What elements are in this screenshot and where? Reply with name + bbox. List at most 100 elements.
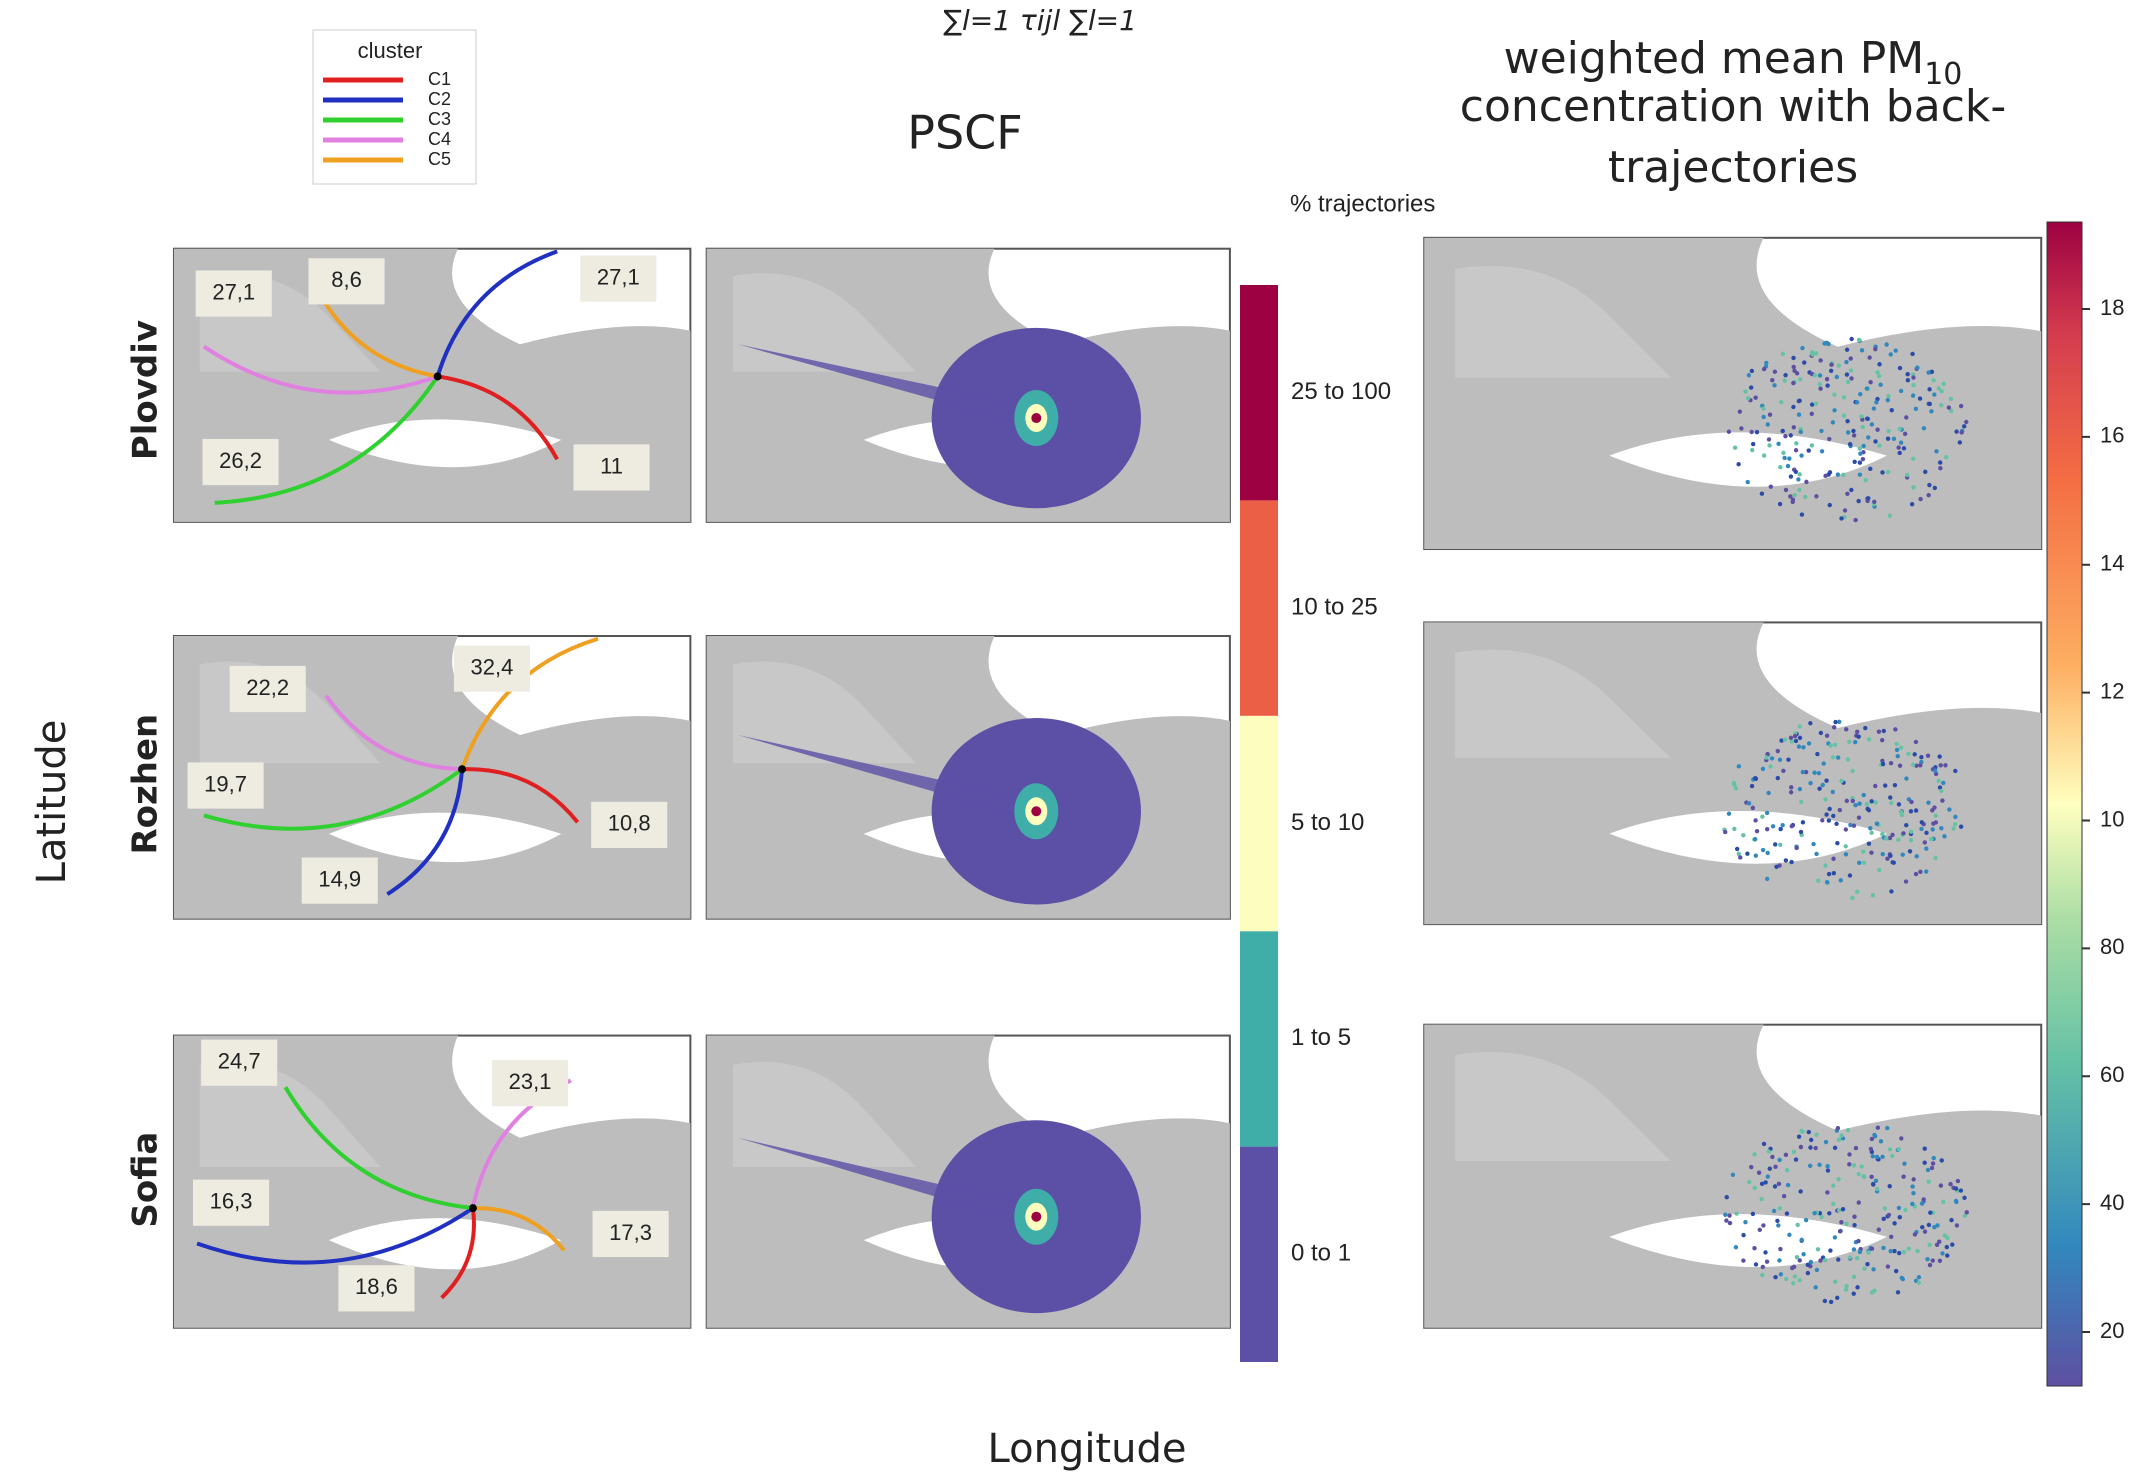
row-label: Sofia <box>126 1132 166 1228</box>
trajectory-point <box>1875 370 1879 374</box>
trajectory-point <box>1783 379 1787 383</box>
trajectory-point <box>1789 790 1793 794</box>
trajectory-point <box>1735 847 1739 851</box>
trajectory-point <box>1833 743 1837 747</box>
trajectory-point <box>1813 373 1817 377</box>
trajectory-point <box>1802 360 1806 364</box>
trajectory-point <box>1777 1182 1781 1186</box>
trajectory-point <box>1836 755 1840 759</box>
trajectory-point <box>1844 1222 1848 1226</box>
trajectory-point <box>1887 1213 1891 1217</box>
trajectory-point <box>1724 1218 1728 1222</box>
trajectory-point <box>1885 1126 1889 1130</box>
trajectory-point <box>1772 383 1776 387</box>
trajectory-point <box>1832 393 1836 397</box>
trajectory-point <box>1938 460 1942 464</box>
trajectory-point <box>1814 1133 1818 1137</box>
cluster-label: 23,1 <box>509 1069 552 1094</box>
trajectory-point <box>1889 889 1893 893</box>
trajectory-point <box>1918 497 1922 501</box>
trajectory-point <box>1869 850 1873 854</box>
trajectory-point <box>1874 400 1878 404</box>
trajectory-point <box>1873 439 1877 443</box>
trajectory-point <box>1773 370 1777 374</box>
trajectory-point <box>1761 406 1765 410</box>
trajectory-point <box>1845 419 1849 423</box>
trajectory-point <box>1818 1258 1822 1262</box>
trajectory-point <box>1953 815 1957 819</box>
trajectory-point <box>1943 763 1947 767</box>
trajectory-point <box>1782 456 1786 460</box>
trajectory-point <box>1858 472 1862 476</box>
trajectory-point <box>1808 1145 1812 1149</box>
legend-label: C5 <box>428 149 451 169</box>
trajectory-point <box>1784 488 1788 492</box>
trajectory-point <box>1909 829 1913 833</box>
trajectory-point <box>1812 1211 1816 1215</box>
trajectory-point <box>1807 1130 1811 1134</box>
trajectory-point <box>1732 827 1736 831</box>
trajectory-point <box>1888 1147 1892 1151</box>
legend-title: cluster <box>358 38 423 63</box>
trajectory-point <box>1881 852 1885 856</box>
trajectory-point <box>1877 443 1881 447</box>
trajectory-point <box>1933 486 1937 490</box>
trajectory-point <box>1747 801 1751 805</box>
trajectory-point <box>1820 818 1824 822</box>
trajectory-point <box>1813 1285 1817 1289</box>
trajectory-point <box>1836 1126 1840 1130</box>
trajectory-point <box>1867 841 1871 845</box>
trajectory-point <box>1827 818 1831 822</box>
trajectory-point <box>1911 457 1915 461</box>
trajectory-point <box>1878 383 1882 387</box>
trajectory-point <box>1930 1166 1934 1170</box>
colorbar-label: 5 to 10 <box>1291 809 1364 836</box>
trajectory-point <box>1852 1291 1856 1295</box>
trajectory-point <box>1808 781 1812 785</box>
trajectory-point <box>1858 446 1862 450</box>
trajectory-point <box>1765 811 1769 815</box>
trajectory-point <box>1894 1269 1898 1273</box>
trajectory-point <box>1932 1225 1936 1229</box>
trajectory-point <box>1827 1211 1831 1215</box>
trajectory-point <box>1789 785 1793 789</box>
trajectory-point <box>1945 1245 1949 1249</box>
row-label: Rozhen <box>126 714 166 855</box>
trajectory-point <box>1858 460 1862 464</box>
trajectory-point <box>1725 1195 1729 1199</box>
trajectory-point <box>1782 1194 1786 1198</box>
trajectory-point <box>1846 757 1850 761</box>
trajectory-point <box>1839 1220 1843 1224</box>
trajectory-point <box>1824 779 1828 783</box>
site <box>458 765 466 773</box>
trajectory-point <box>1819 429 1823 433</box>
trajectory-point <box>1856 1239 1860 1243</box>
colorbar-label: 1 to 5 <box>1291 1024 1351 1051</box>
trajectory-point <box>1937 386 1941 390</box>
trajectory-point <box>1889 801 1893 805</box>
trajectory-point <box>1910 1202 1914 1206</box>
trajectory-point <box>1905 473 1909 477</box>
trajectory-point <box>1747 1180 1751 1184</box>
trajectory-point <box>1755 430 1759 434</box>
pscf-title: PSCF <box>907 106 1023 160</box>
cluster-label: 32,4 <box>471 654 514 679</box>
legend-label: C4 <box>428 129 451 149</box>
trajectory-point <box>1866 1250 1870 1254</box>
cluster-label: 14,9 <box>318 866 361 891</box>
trajectory-point <box>1810 402 1814 406</box>
trajectory-point <box>1893 727 1897 731</box>
trajectory-point <box>1754 853 1758 857</box>
trajectory-point <box>1765 877 1769 881</box>
trajectory-point <box>1937 754 1941 758</box>
trajectory-point <box>1926 370 1930 374</box>
trajectory-point <box>1761 415 1765 419</box>
trajectory-point <box>1873 784 1877 788</box>
pscf-field <box>1031 413 1041 423</box>
trajectory-point <box>1778 827 1782 831</box>
trajectory-point <box>1853 740 1857 744</box>
tick-label: 10 <box>2100 806 2124 831</box>
trajectory-point <box>1917 1280 1921 1284</box>
trajectory-point <box>1896 1290 1900 1294</box>
trajectory-point <box>1858 1250 1862 1254</box>
